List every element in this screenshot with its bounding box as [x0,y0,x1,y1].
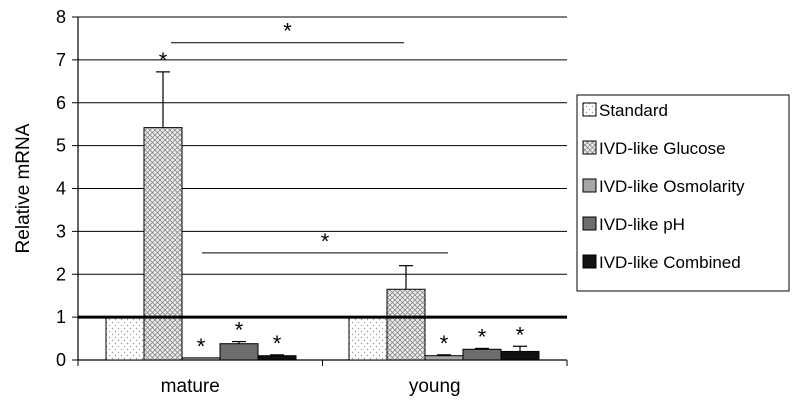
bar [257,355,297,361]
bar [143,127,183,361]
legend-swatch [582,254,597,269]
bar [462,348,502,361]
bar [105,316,145,361]
bar [386,288,426,361]
bar [348,316,388,361]
y-tick-label: 3 [56,221,66,241]
significance-star: * [235,318,244,343]
significance-star: * [516,322,525,347]
legend-label: IVD-like Osmolarity [599,177,745,196]
legend-swatch [582,102,597,117]
legend-label: Standard [599,101,668,120]
significance-star: * [478,324,487,349]
x-category-label: mature [161,376,220,397]
y-tick-label: 5 [56,136,66,156]
bar [424,355,464,361]
significance-star: * [440,331,449,356]
legend-swatch [582,178,597,193]
x-category-label: young [409,376,461,397]
y-tick-label: 6 [56,93,66,113]
legend-label: IVD-like Glucose [599,139,726,158]
y-tick-label: 7 [56,50,66,70]
bracket-star: * [321,229,330,254]
y-axis-title: Relative mRNA [13,123,34,253]
legend-label: IVD-like pH [599,215,685,234]
y-tick-label: 1 [56,307,66,327]
significance-star: * [273,331,282,356]
bracket-star: * [283,19,292,44]
legend-swatch [582,216,597,231]
significance-star: * [197,334,206,359]
legend-box [576,94,790,292]
y-tick-label: 2 [56,264,66,284]
bar [500,350,540,361]
bar [219,343,259,361]
significance-star: * [159,48,168,73]
y-tick-label: 4 [56,179,66,199]
legend-swatch [582,140,597,155]
legend-label: IVD-like Combined [599,253,741,272]
y-tick-label: 8 [56,7,66,27]
y-tick-label: 0 [56,350,66,370]
